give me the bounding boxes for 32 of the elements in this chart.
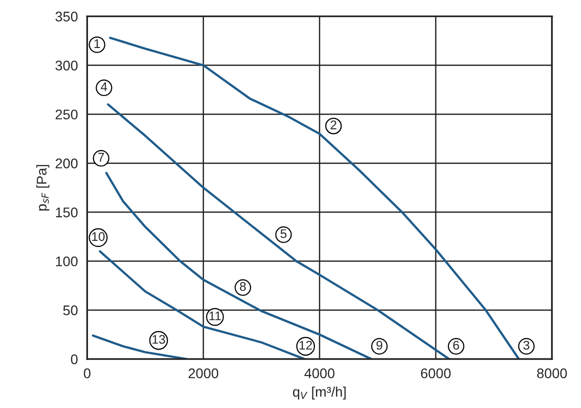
y-tick-label: 150 <box>56 207 78 218</box>
annotation: 10 <box>92 232 105 241</box>
y-tick-label: 100 <box>56 256 78 266</box>
y-tick-label: 300 <box>55 60 78 70</box>
y-tick-label: 50 <box>63 305 78 316</box>
annotation: 8 <box>240 282 246 291</box>
line-series <box>106 103 450 360</box>
annotation: 11 <box>209 312 221 320</box>
x-tick-label: 2000 <box>188 368 218 378</box>
y-tick-label: 0 <box>70 354 78 364</box>
x-tick-label: 0 <box>84 368 90 378</box>
x-tick-label: 8000 <box>537 368 567 378</box>
x-tick-label: 4000 <box>304 368 334 378</box>
annotation: 4 <box>100 82 108 92</box>
line-series <box>105 172 372 360</box>
y-tick-label: 200 <box>56 158 78 168</box>
x-tick-label: 6000 <box>421 368 451 378</box>
y-tick-label: 250 <box>56 110 78 120</box>
annotation: 3 <box>523 340 530 350</box>
x-axis-title: q$_{V}$ [m³/h] <box>292 386 346 400</box>
line-series <box>92 334 188 360</box>
annotation: 2 <box>330 120 336 130</box>
line-series <box>108 36 520 360</box>
annotation: 7 <box>98 152 104 162</box>
annotation: 6 <box>453 340 460 350</box>
annotation: 9 <box>376 340 382 350</box>
annotation: 13 <box>152 334 166 344</box>
annotation: 5 <box>280 229 286 238</box>
y-tick-label: 350 <box>55 12 78 22</box>
annotation: 1 <box>94 39 100 48</box>
y-axis-title: p$_{sF}$ [Pa] <box>36 164 50 211</box>
annotation: 12 <box>300 340 312 350</box>
